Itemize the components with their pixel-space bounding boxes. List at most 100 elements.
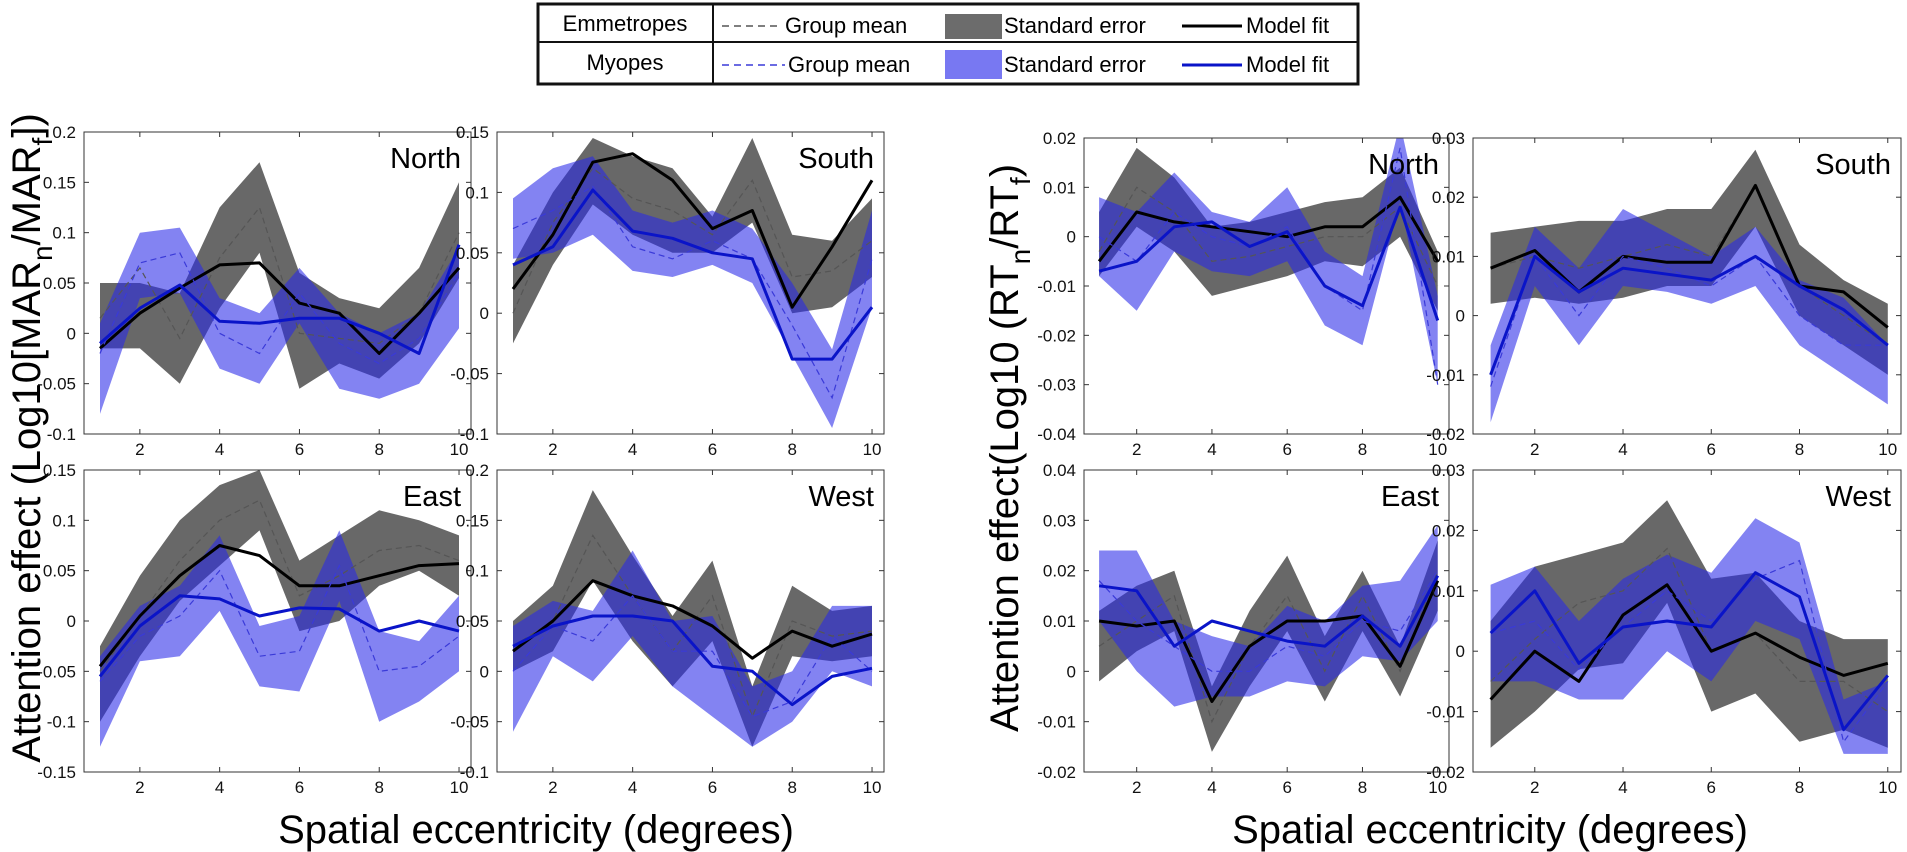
- y-tick-label: 0.01: [1043, 178, 1076, 197]
- panel-plot-area: [98, 470, 460, 747]
- panel-title: East: [1381, 481, 1439, 513]
- x-tick-label: 10: [863, 440, 882, 459]
- panel-plot-area: [511, 138, 874, 428]
- myopes-group-mean-line: [99, 564, 460, 682]
- emmetropes-model-fit-line: [1098, 580, 1440, 703]
- y-tick-label: -0.01: [1426, 366, 1465, 385]
- y-tick-label: -0.1: [47, 425, 76, 444]
- emmetropes-model-fit-line: [99, 261, 461, 355]
- legend-emm-se-label: Standard error: [1004, 13, 1146, 38]
- x-tick-label: 10: [1878, 440, 1897, 459]
- x-tick-label: 10: [450, 440, 469, 459]
- y-tick-label: 0.15: [456, 511, 489, 530]
- x-tick-label: 8: [1795, 778, 1804, 797]
- y-tick-label: 0.01: [1432, 582, 1465, 601]
- y-tick-label: 0.01: [1043, 612, 1076, 631]
- x-tick-label: 6: [1282, 778, 1291, 797]
- panel-rt-north: -0.04 -0.03 -0.02 -0.01 0 0.01 0.02 2 4 6 8 10 North: [1037, 129, 1450, 459]
- x-tick-label: 2: [548, 440, 557, 459]
- panel-plot-area: [99, 162, 461, 414]
- x-tick-label: 4: [1618, 440, 1627, 459]
- y-tick-label: 0: [480, 304, 489, 323]
- panel-title: South: [1815, 149, 1891, 181]
- panel-title: North: [390, 143, 461, 175]
- y-tick-label: -0.02: [1426, 763, 1465, 782]
- x-tick-label: 6: [1707, 778, 1716, 797]
- myopes-model-fit-line: [1489, 254, 1889, 376]
- y-tick-label: 0: [67, 612, 76, 631]
- x-tick-label: 10: [450, 778, 469, 797]
- x-tick-label: 8: [375, 440, 384, 459]
- legend-myo-se-label: Standard error: [1004, 52, 1146, 77]
- legend-emm-fit-label: Model fit: [1246, 13, 1329, 38]
- myopes-model-fit-line: [512, 188, 874, 361]
- legend: Emmetropes Group mean Standard error Mod…: [536, 2, 1360, 86]
- y-tick-label: 0.05: [456, 244, 489, 263]
- emmetropes-model-fit-line: [98, 544, 460, 668]
- myopes-model-fit-line: [1098, 205, 1440, 321]
- y-tick-label: 0.02: [1043, 129, 1076, 148]
- y-tick-label: -0.1: [460, 425, 489, 444]
- panel-mar-south: -0.1 -0.05 0 0.05 0.1 0.15 2 4 6 8 10 South: [450, 123, 885, 459]
- emmetropes-group-mean-line: [1098, 570, 1439, 724]
- y-tick-label: 0.05: [456, 612, 489, 631]
- panel-title: South: [798, 143, 874, 175]
- left-x-axis-label: Spatial eccentricity (degrees): [278, 808, 794, 852]
- y-tick-label: 0.02: [1432, 521, 1465, 540]
- x-tick-label: 8: [788, 440, 797, 459]
- legend-myo-se-swatch: [945, 50, 1002, 79]
- x-tick-label: 6: [708, 440, 717, 459]
- emmetropes-model-fit-line: [1490, 183, 1889, 329]
- x-tick-label: 2: [135, 778, 144, 797]
- right-x-axis-label: Spatial eccentricity (degrees): [1232, 808, 1748, 852]
- y-tick-label: 0.04: [1043, 461, 1076, 480]
- emmetropes-group-mean-line: [1490, 547, 1889, 713]
- panel-plot-area: [1097, 138, 1440, 385]
- x-tick-label: 4: [215, 778, 224, 797]
- y-tick-label: -0.1: [47, 713, 76, 732]
- y-tick-label: 0: [1456, 307, 1465, 326]
- y-tick-label: -0.05: [37, 662, 76, 681]
- x-tick-label: 6: [295, 440, 304, 459]
- panel-frame: [1472, 137, 1902, 435]
- panel-title: North: [1368, 149, 1439, 181]
- myopes-group-mean-line: [1098, 147, 1439, 385]
- x-tick-label: 4: [1207, 778, 1216, 797]
- x-tick-label: 8: [1358, 440, 1367, 459]
- panel-frame: [1472, 469, 1902, 773]
- y-tick-label: 0.03: [1432, 461, 1465, 480]
- myopes-model-fit-line: [98, 594, 460, 678]
- x-tick-label: 8: [1795, 440, 1804, 459]
- x-tick-label: 6: [295, 778, 304, 797]
- legend-myo-fit-label: Model fit: [1246, 52, 1329, 77]
- x-tick-label: 4: [1618, 778, 1627, 797]
- emmetropes-group-mean-line: [1490, 184, 1889, 346]
- y-tick-label: -0.01: [1037, 713, 1076, 732]
- myopes-standard-error-band: [1490, 518, 1888, 754]
- panel-mar-west: -0.1 -0.05 0 0.05 0.1 0.15 0.2 2 4 6 8 10 West: [450, 461, 885, 797]
- panel-plot-area: [1489, 500, 1889, 754]
- y-tick-label: -0.05: [37, 375, 76, 394]
- y-tick-label: 0.1: [465, 183, 489, 202]
- myopes-group-mean-line: [1490, 559, 1889, 744]
- panel-mar-north: -0.1 -0.05 0 0.05 0.1 0.15 0.2 2 4 6 8 10 North: [37, 123, 472, 459]
- x-tick-label: 6: [708, 778, 717, 797]
- y-tick-label: -0.02: [1037, 763, 1076, 782]
- panel-rt-east: -0.02 -0.01 0 0.01 0.02 0.03 0.04 2 4 6 8 10 East: [1037, 461, 1450, 797]
- myopes-standard-error-band: [100, 530, 459, 747]
- x-tick-label: 8: [1358, 778, 1367, 797]
- panel-title: East: [403, 481, 461, 513]
- myopes-model-fit-line: [1489, 571, 1889, 732]
- x-tick-label: 2: [1132, 778, 1141, 797]
- y-tick-label: 0.02: [1432, 188, 1465, 207]
- x-tick-label: 2: [135, 440, 144, 459]
- y-tick-label: 0.1: [52, 511, 76, 530]
- y-tick-label: 0.1: [52, 224, 76, 243]
- x-tick-label: 4: [1207, 440, 1216, 459]
- y-tick-label: -0.01: [1037, 277, 1076, 296]
- panel-mar-east: -0.15 -0.1 -0.05 0 0.05 0.1 0.15 2 4 6 8 10 East: [37, 461, 472, 797]
- y-tick-label: 0: [1067, 662, 1076, 681]
- y-tick-label: 0.15: [43, 461, 76, 480]
